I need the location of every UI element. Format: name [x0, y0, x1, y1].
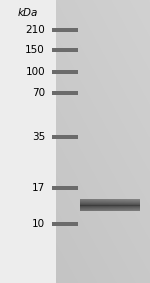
Text: 210: 210: [25, 25, 45, 35]
Text: 10: 10: [32, 219, 45, 229]
Text: 17: 17: [32, 183, 45, 193]
Text: 150: 150: [25, 45, 45, 55]
Text: 35: 35: [32, 132, 45, 142]
Text: kDa: kDa: [18, 8, 38, 18]
Text: 100: 100: [25, 67, 45, 77]
Text: 70: 70: [32, 88, 45, 98]
